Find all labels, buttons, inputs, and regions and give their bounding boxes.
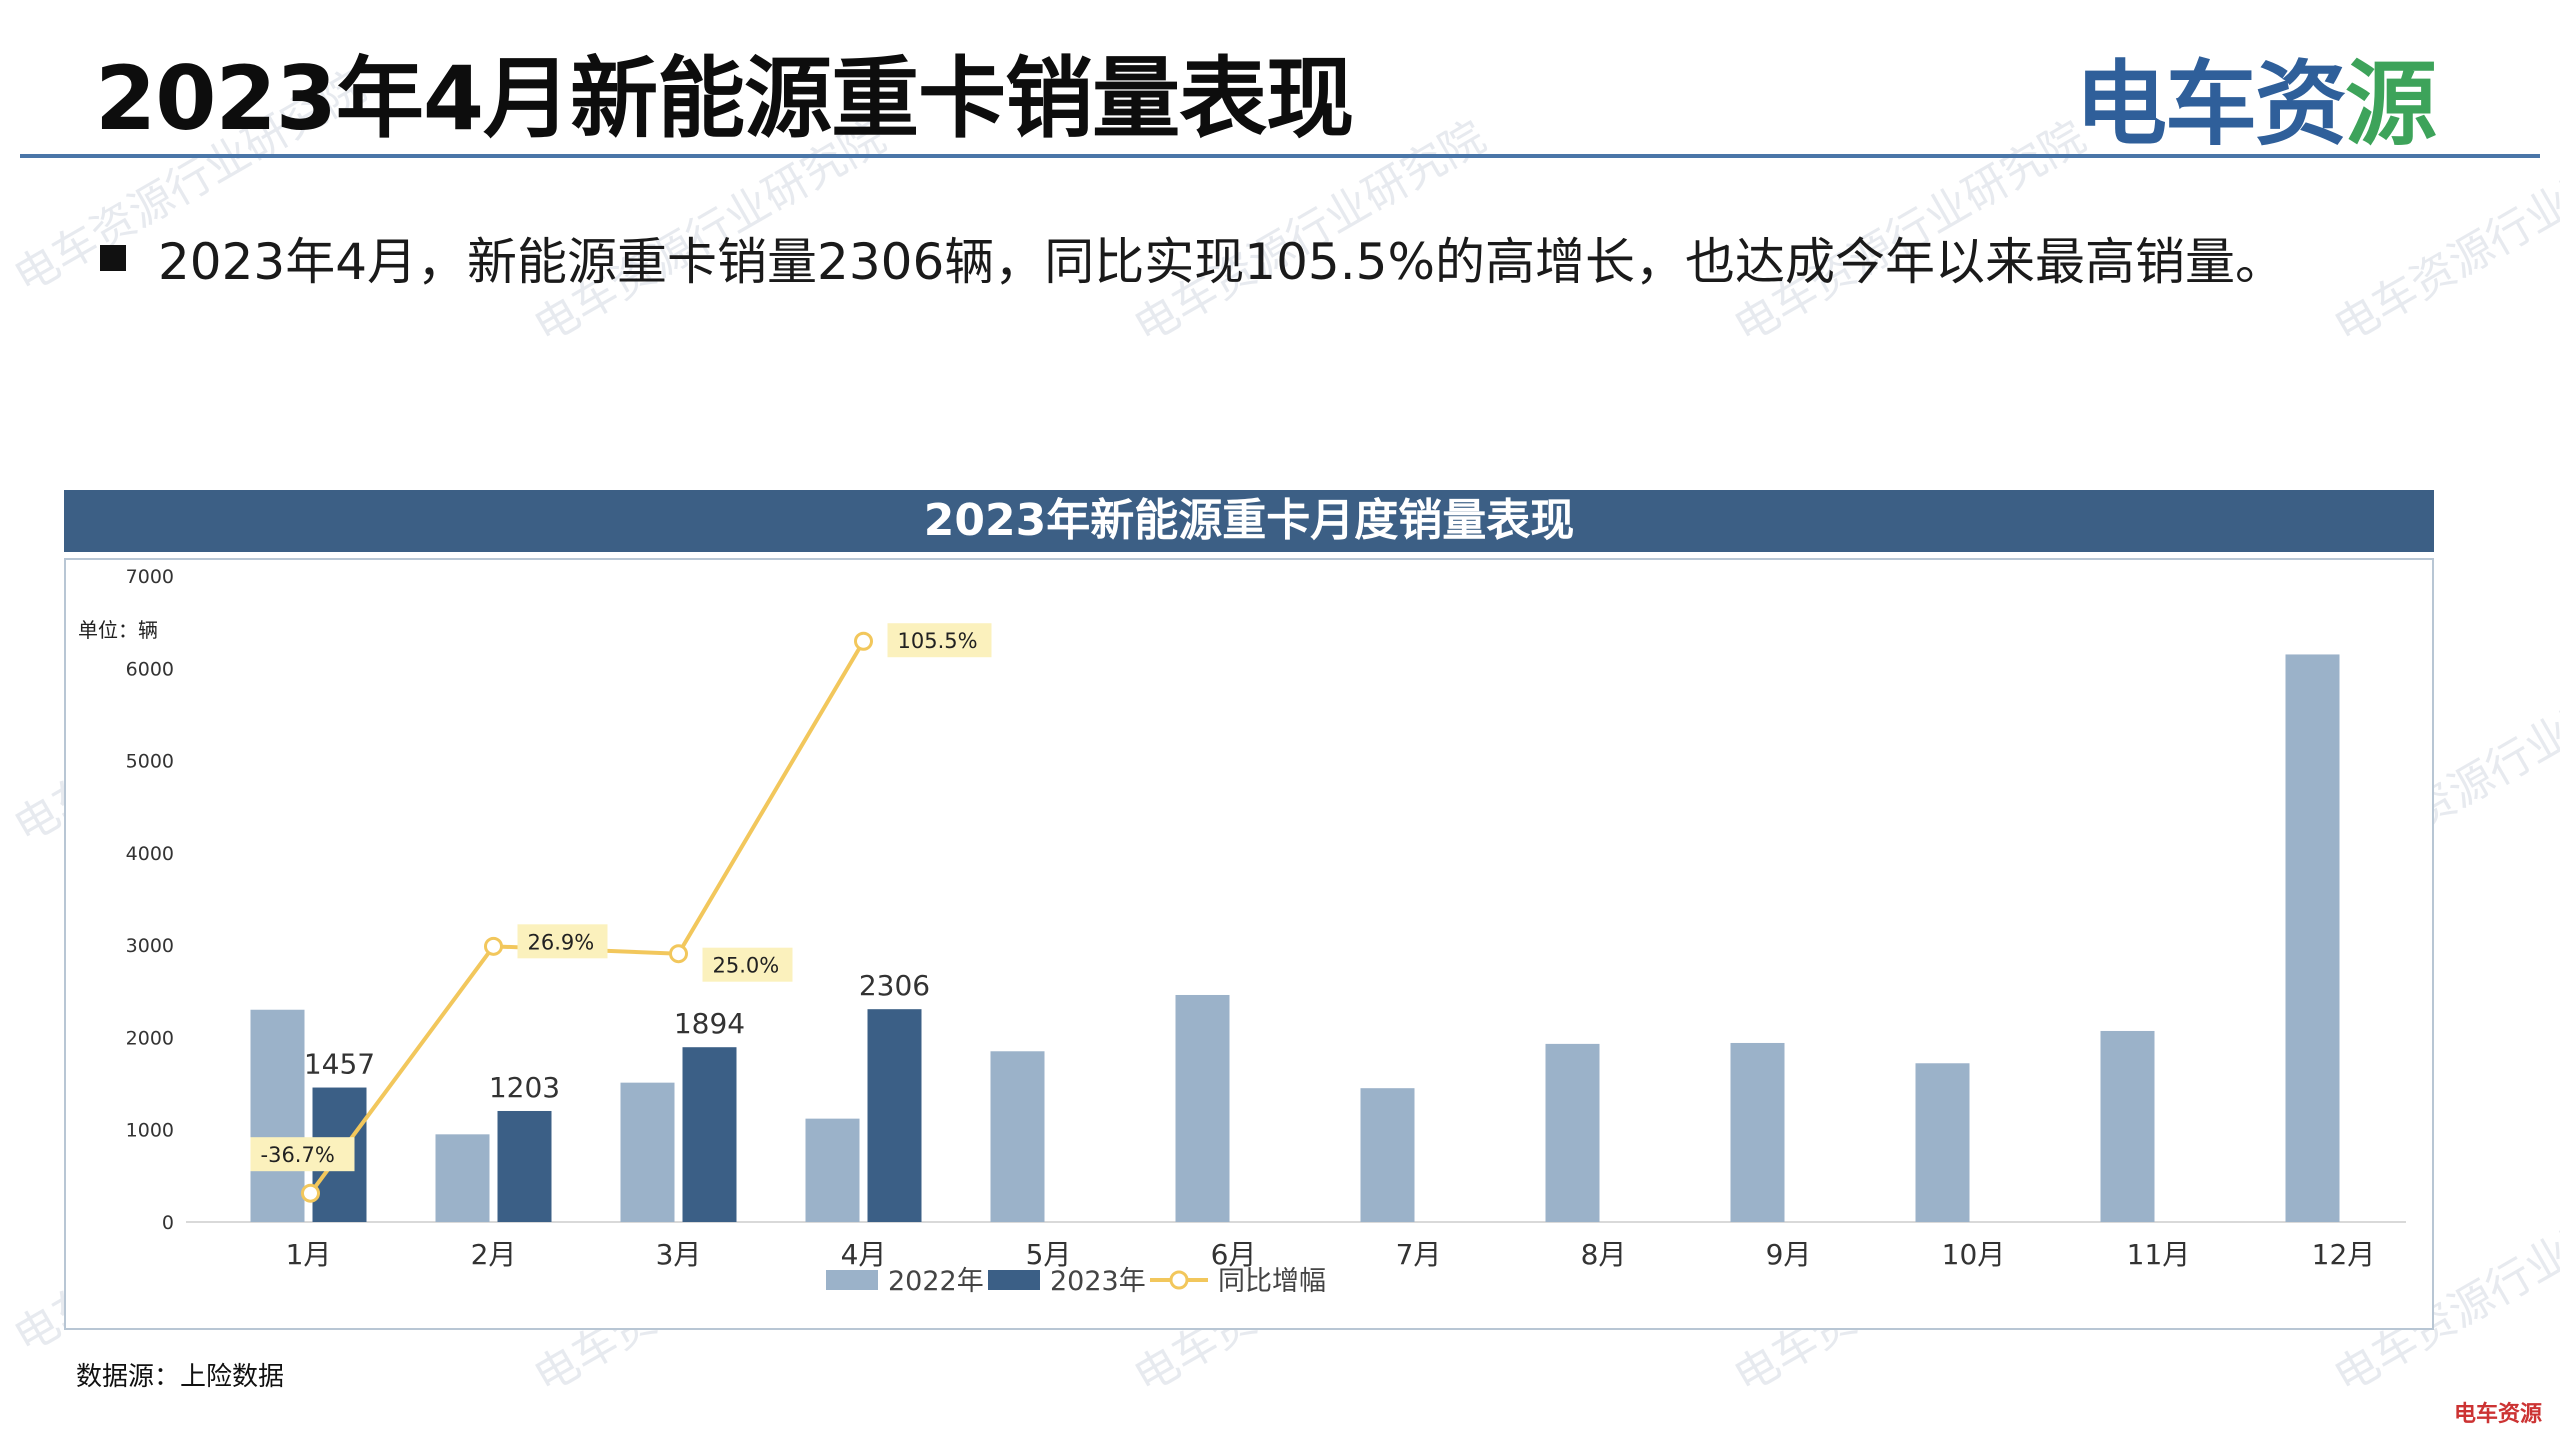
x-tick-label: 6月 [1211,1238,1257,1271]
legend-swatch-2022 [826,1270,878,1290]
yoy-label: 25.0% [713,954,780,978]
bullet-square-icon [100,245,126,271]
x-tick-label: 7月 [1396,1238,1442,1271]
bar-2022 [1360,1088,1415,1222]
chart-panel: 2023年新能源重卡月度销量表现 单位：辆 0 1000 2000 3000 4000 5… [64,490,2434,1338]
y-tick-label: 0 [162,1212,174,1234]
yoy-point [301,1183,320,1203]
chart-plot: 0 1000 2000 3000 4000 5000 6000 7000 1457 1月 1203 2… [126,566,2406,1297]
data-label-2023: 1457 [304,1048,375,1081]
brand-logo: 电车资源 [2074,30,2437,163]
yoy-label-box [250,1137,355,1172]
yoy-point [484,936,503,956]
yoy-line [308,640,866,1195]
data-label-2023: 1894 [674,1007,745,1040]
yoy-label: 26.9% [528,930,595,954]
x-tick-label: 3月 [656,1238,702,1271]
bar-2022 [435,1134,490,1222]
legend-label-2022: 2022年 [888,1266,984,1297]
x-tick-label: 8月 [1581,1238,1627,1271]
logo-text: 电车资 [2074,51,2347,158]
x-tick-label: 2月 [471,1238,517,1271]
legend-label-yoy: 同比增幅 [1218,1266,1326,1297]
bar-2022 [805,1118,860,1222]
yoy-label: -36.7% [261,1143,335,1167]
y-tick-label: 4000 [126,843,174,865]
x-tick-label: 11月 [2127,1238,2191,1271]
bar-2022 [2100,1030,2155,1222]
bar-2022 [1545,1043,1600,1222]
x-tick-label: 4月 [841,1238,887,1271]
data-label-2023: 1203 [489,1071,560,1104]
chart-title: 2023年新能源重卡月度销量表现 [64,490,2434,552]
unit-label: 单位：辆 [78,618,158,642]
yoy-label-box [887,623,992,658]
bar-2022 [620,1082,675,1222]
corner-brand-mark: 电车资源 [2453,1402,2542,1427]
bar-2022 [1730,1042,1785,1222]
legend-swatch-yoy-marker [1169,1270,1189,1290]
y-tick-label: 3000 [126,935,174,957]
x-tick-label: 5月 [1026,1238,1072,1271]
x-tick-label: 9月 [1766,1238,1812,1271]
x-tick-label: 10月 [1942,1238,2006,1271]
yoy-label: 105.5% [898,629,978,653]
y-tick-label: 5000 [126,751,174,773]
logo-text-accent: 源 [2344,51,2437,158]
source-note: 数据源：上险数据 [76,1362,285,1392]
x-tick-label: 1月 [286,1238,332,1271]
data-label-2023: 2306 [859,969,930,1002]
legend-label-2023: 2023年 [1050,1266,1146,1297]
page-title: 2023年4月新能源重卡销量表现 [95,47,1354,150]
yoy-label-box [702,947,793,982]
y-tick-label: 6000 [126,658,174,680]
bar-2022 [2285,654,2340,1222]
yoy-point [854,631,873,651]
chart-frame: 单位：辆 0 1000 2000 3000 4000 5000 6000 7000 1457 1月… [64,558,2434,1330]
y-tick-label: 7000 [126,566,174,588]
summary-bullet: 2023年4月，新能源重卡销量2306辆，同比实现105.5%的高增长，也达成今… [100,222,2285,294]
bar-2022 [250,1009,305,1222]
header-divider [20,154,2540,158]
yoy-label-box [517,924,608,959]
summary-text: 2023年4月，新能源重卡销量2306辆，同比实现105.5%的高增长，也达成今… [158,233,2285,291]
x-tick-label: 12月 [2312,1238,2376,1271]
bar-2022 [1915,1063,1970,1222]
bar-2022 [1175,994,1230,1222]
bar-2023 [682,1047,737,1222]
y-tick-label: 1000 [126,1120,174,1142]
bar-2023 [867,1009,922,1222]
y-tick-label: 2000 [126,1027,174,1049]
bar-2022 [990,1051,1045,1222]
bar-2023 [497,1110,552,1222]
yoy-point [669,944,688,964]
legend-swatch-2023 [988,1270,1040,1290]
